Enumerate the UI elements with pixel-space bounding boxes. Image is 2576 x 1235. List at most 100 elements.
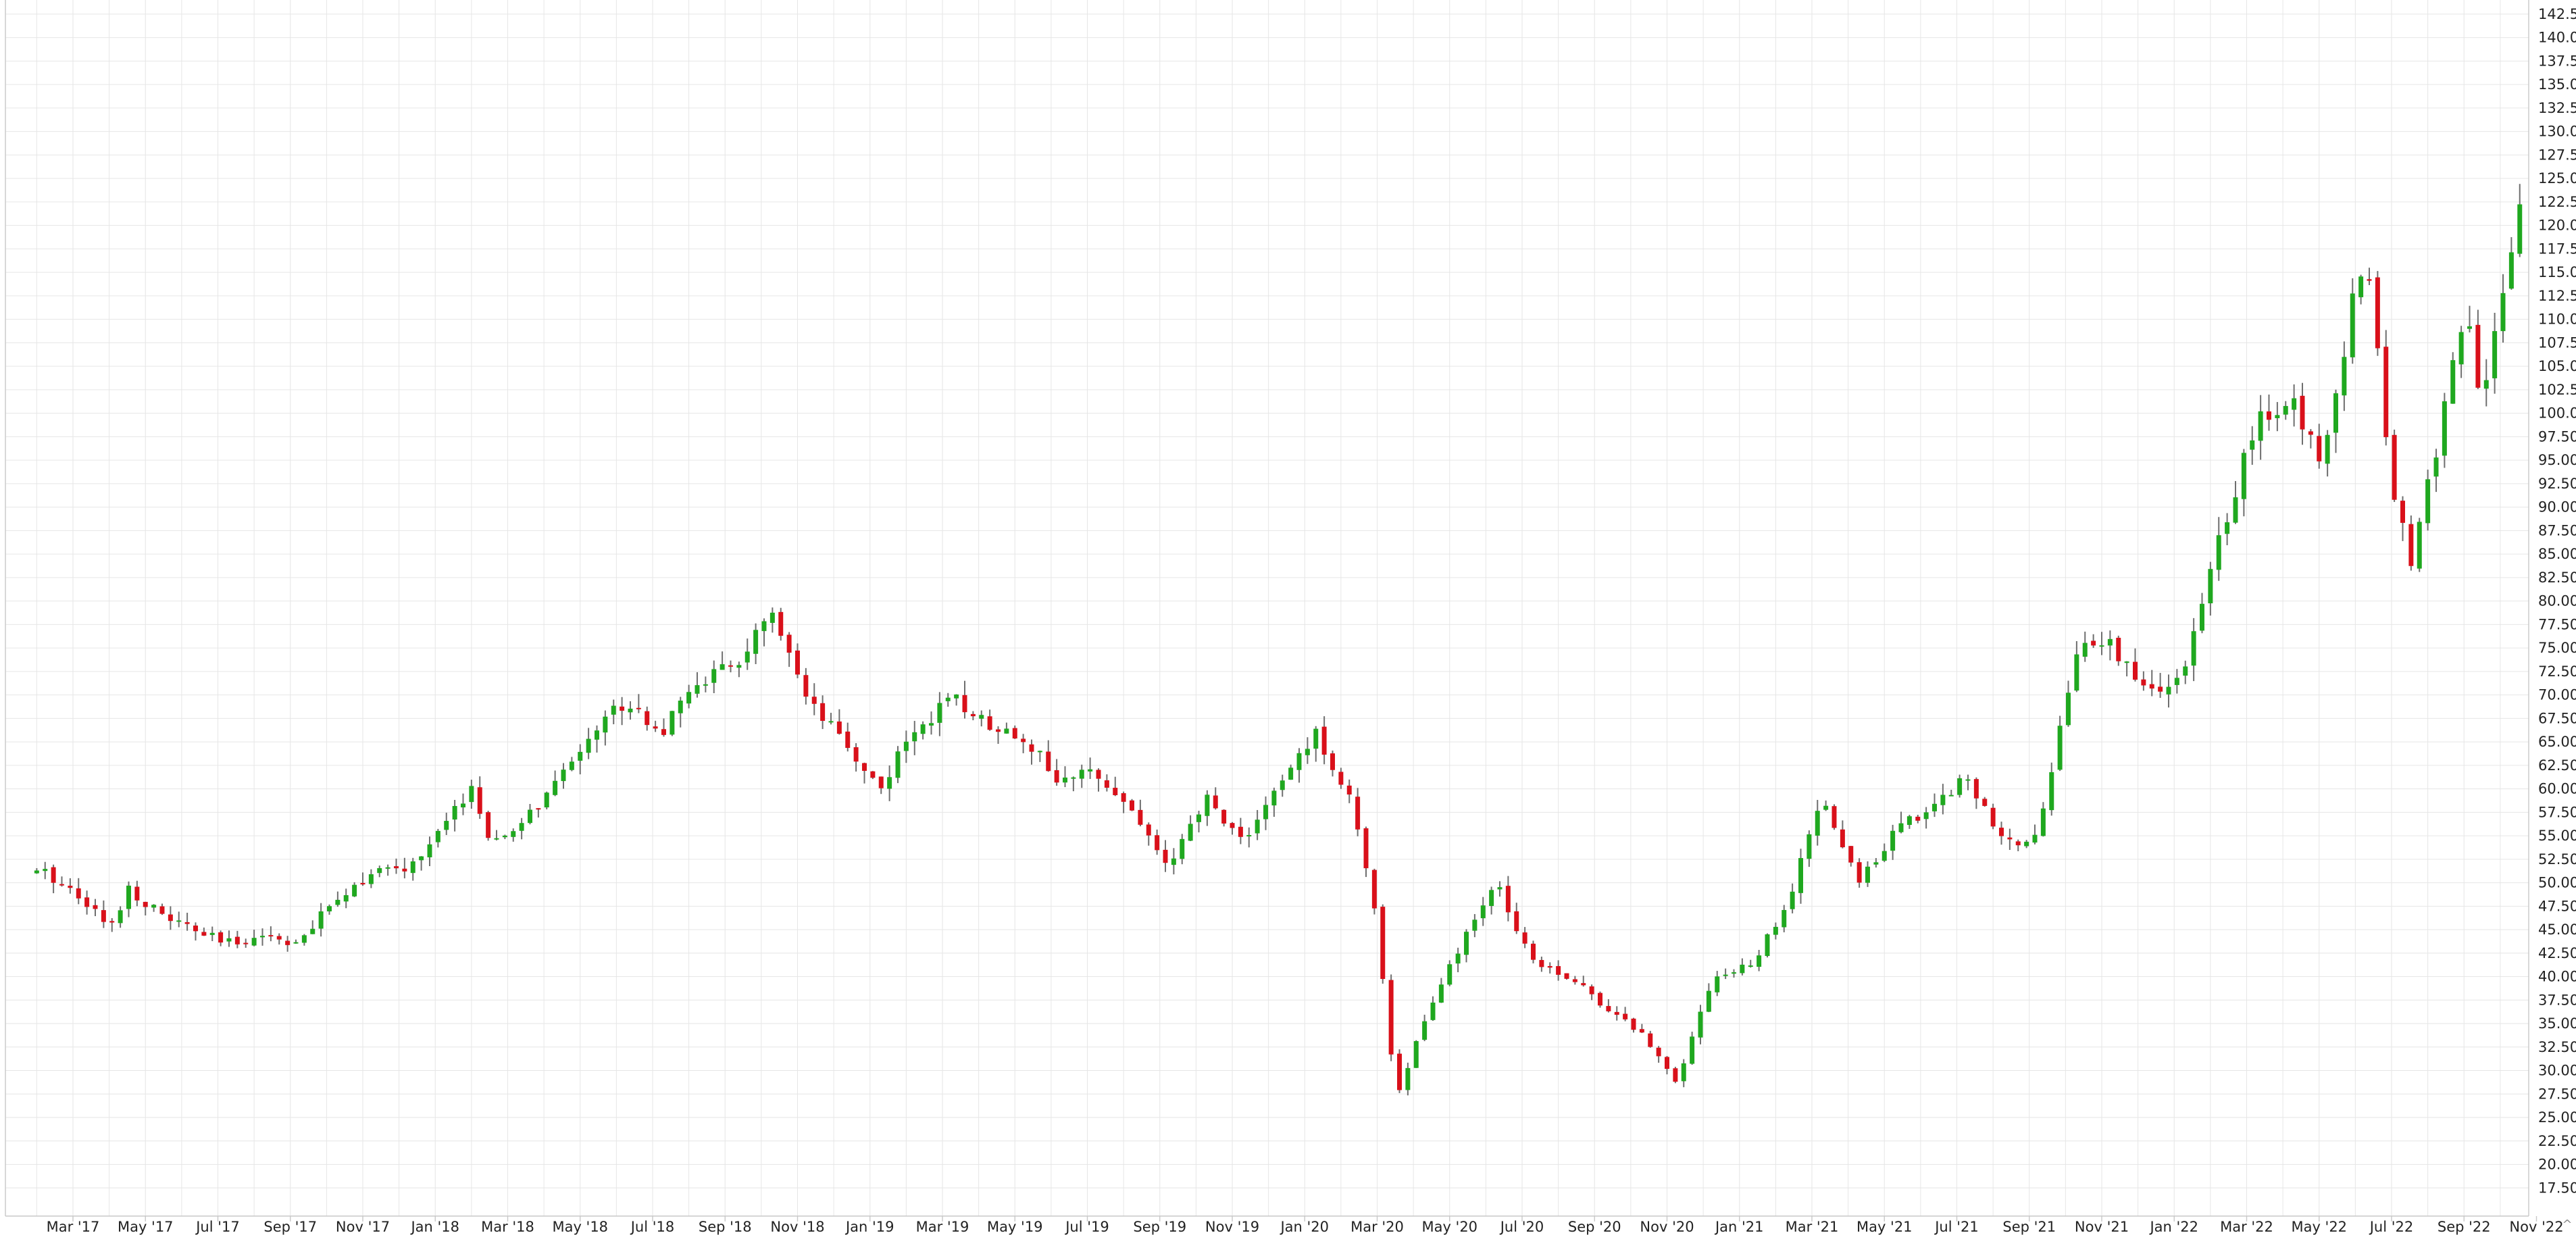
y-tick-label: 135.00 <box>2538 76 2576 93</box>
x-tick-label: Nov '20 <box>1640 1219 1694 1235</box>
candle-down <box>1572 979 1577 982</box>
x-tick-label: Nov '19 <box>1205 1219 1259 1235</box>
y-tick-label: 90.00 <box>2538 499 2576 515</box>
x-tick-label: Mar '19 <box>916 1219 969 1235</box>
candle-down <box>1046 751 1051 772</box>
candle-down <box>184 922 190 924</box>
candle-up <box>761 621 767 632</box>
candle-up <box>2074 654 2079 691</box>
candle-up <box>1263 805 1268 820</box>
candle-up <box>1690 1036 1695 1064</box>
candle-up <box>1748 965 1753 967</box>
candle-up <box>1765 934 1770 956</box>
candle-down <box>536 808 541 810</box>
candle-up <box>1422 1021 1428 1040</box>
y-tick-label: 120.00 <box>2538 218 2576 234</box>
candle-down <box>159 906 165 914</box>
x-tick-label: Jan '21 <box>1714 1219 1764 1235</box>
candle-down <box>1556 965 1561 975</box>
candle-up <box>553 780 558 795</box>
y-tick-label: 142.50 <box>2538 6 2576 22</box>
candle-up <box>2057 726 2063 770</box>
candle-down <box>68 886 73 888</box>
candle-up <box>1171 858 1176 865</box>
candle-up <box>2342 357 2347 396</box>
candle-up <box>494 838 499 840</box>
candle-up <box>2458 332 2464 365</box>
candle-up <box>352 884 357 897</box>
candle-up <box>2258 411 2263 441</box>
candle-down <box>645 711 650 726</box>
x-tick-label: Jul '17 <box>195 1219 240 1235</box>
candle-down <box>360 882 365 885</box>
candle-up <box>511 831 516 837</box>
candle-down <box>477 787 482 814</box>
candle-down <box>59 884 64 886</box>
candle-down <box>1589 986 1594 994</box>
y-tick-label: 125.00 <box>2538 170 2576 186</box>
candle-up <box>1932 803 1937 811</box>
x-tick-label: May '18 <box>552 1219 608 1235</box>
y-tick-label: 102.50 <box>2538 382 2576 398</box>
candle-up <box>2174 678 2179 685</box>
y-tick-label: 65.00 <box>2538 734 2576 750</box>
candle-up <box>2433 457 2439 477</box>
candle-up <box>945 697 951 701</box>
candle-down <box>1514 911 1519 932</box>
candle-up <box>327 906 332 911</box>
candle-down <box>134 886 140 901</box>
candle-up <box>1305 749 1310 755</box>
y-tick-label: 17.50 <box>2538 1180 2576 1196</box>
candle-up <box>2066 692 2071 726</box>
candle-down <box>2367 279 2372 281</box>
candle-up <box>1088 769 1093 772</box>
candle-up <box>2325 434 2330 464</box>
candle-down <box>1121 793 1126 802</box>
candle-down <box>2475 324 2481 388</box>
y-tick-label: 97.50 <box>2538 428 2576 445</box>
candle-down <box>970 713 976 717</box>
y-tick-label: 80.00 <box>2538 593 2576 609</box>
candle-up <box>2492 331 2498 378</box>
candle-down <box>1012 728 1017 739</box>
candle-up <box>1413 1041 1419 1068</box>
candle-down <box>84 897 90 907</box>
x-tick-label: Nov '21 <box>2075 1219 2129 1235</box>
candle-down <box>1355 797 1361 830</box>
candle-up <box>469 786 474 803</box>
candle-down <box>2408 524 2414 566</box>
candle-down <box>2300 395 2305 430</box>
candle-up <box>2417 522 2422 569</box>
candle-up <box>1489 890 1494 906</box>
scroll-corner-icon[interactable]: ^ <box>2562 1217 2572 1232</box>
candle-up <box>2250 440 2255 450</box>
candle-up <box>2225 522 2230 534</box>
y-tick-label: 92.50 <box>2538 476 2576 492</box>
candle-up <box>226 938 232 942</box>
candle-up <box>2508 252 2514 289</box>
candle-up <box>561 770 566 782</box>
candle-down <box>1848 846 1854 863</box>
candle-down <box>143 901 148 907</box>
x-tick-label: Mar '20 <box>1350 1219 1404 1235</box>
x-tick-label: Jan '22 <box>2148 1219 2198 1235</box>
candle-down <box>2317 436 2322 461</box>
candle-down <box>996 729 1001 732</box>
candle-up <box>1079 770 1084 779</box>
candle-up <box>461 803 465 808</box>
candle-down <box>1857 862 1862 883</box>
candle-down <box>778 611 784 636</box>
candle-up <box>603 716 608 733</box>
candle-down <box>234 936 240 944</box>
candle-up <box>2500 293 2506 332</box>
y-tick-label: 32.50 <box>2538 1039 2576 1055</box>
x-tick-label: Jul '22 <box>2369 1219 2414 1235</box>
candle-up <box>744 651 750 663</box>
candle-down <box>620 706 625 711</box>
y-tick-label: 72.50 <box>2538 663 2576 680</box>
candle-down <box>1104 780 1109 788</box>
candle-down <box>1522 932 1527 944</box>
candle-up <box>1464 932 1469 955</box>
candle-up <box>912 732 917 742</box>
candle-down <box>1138 809 1143 825</box>
